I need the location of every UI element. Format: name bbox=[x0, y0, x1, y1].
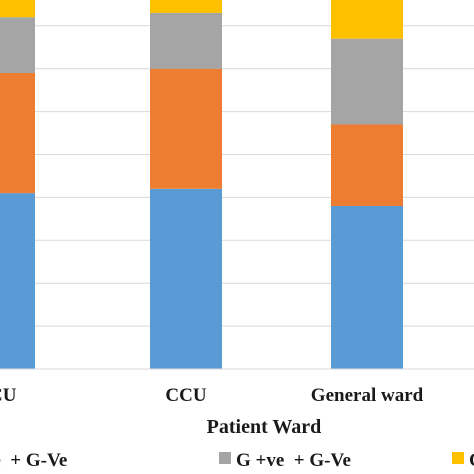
x-axis-title: Patient Ward bbox=[207, 416, 322, 438]
bar-segment bbox=[0, 193, 35, 369]
bar-segment bbox=[0, 72, 35, 194]
legend-label: +ve + G-Ve bbox=[0, 450, 67, 471]
bar-segment bbox=[331, 124, 403, 206]
legend-swatch bbox=[452, 452, 464, 464]
bar-segment bbox=[331, 0, 403, 39]
bar-segment bbox=[150, 12, 222, 69]
x-tick-label: CCU bbox=[165, 385, 206, 406]
bar-segment bbox=[331, 205, 403, 369]
x-tick-labels: ICU CCU General ward bbox=[0, 385, 424, 406]
legend-label: C bbox=[469, 450, 474, 471]
bar-segment bbox=[150, 0, 222, 13]
bar-segment bbox=[331, 38, 403, 125]
bars bbox=[0, 0, 403, 369]
bar-segment bbox=[150, 68, 222, 189]
gridlines bbox=[0, 25, 474, 327]
bar-segment bbox=[150, 188, 222, 369]
legend: +ve + G-Ve G +ve + G-Ve C bbox=[0, 450, 474, 471]
bar-segment bbox=[0, 0, 35, 18]
x-tick-label: General ward bbox=[311, 385, 424, 406]
x-tick-label: ICU bbox=[0, 385, 17, 406]
legend-label: G +ve + G-Ve bbox=[236, 450, 351, 471]
legend-swatch bbox=[219, 452, 231, 464]
bar-segment bbox=[0, 17, 35, 73]
